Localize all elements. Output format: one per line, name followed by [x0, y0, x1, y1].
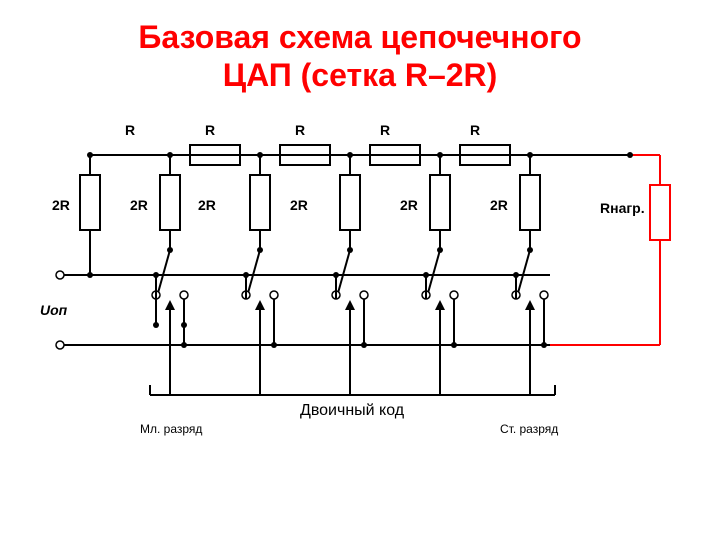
title-line-2: ЦАП (сетка R–2R) — [0, 56, 720, 94]
r-label-4: R — [470, 122, 480, 138]
twoR-label-5: 2R — [490, 197, 508, 213]
slide-title: Базовая схема цепочечного ЦАП (сетка R–2… — [0, 18, 720, 95]
r-label-0: R — [125, 122, 135, 138]
r2r-ladder-diagram: R R R R R 2R 2R 2R 2R 2R 2R Rнагр. — [0, 95, 720, 515]
twoR-label-4: 2R — [400, 197, 418, 213]
twoR-label-0: 2R — [52, 197, 70, 213]
binary-code-label: Двоичный код — [300, 402, 405, 419]
msb-label: Ст. разряд — [500, 422, 558, 436]
lsb-label: Мл. разряд — [140, 422, 202, 436]
twoR-label-1: 2R — [130, 197, 148, 213]
r-label-2: R — [295, 122, 305, 138]
rload-label: Rнагр. — [600, 200, 645, 216]
twoR-label-2: 2R — [198, 197, 216, 213]
r-label-1: R — [205, 122, 215, 138]
r-label-3: R — [380, 122, 390, 138]
uop-label: Uоп — [40, 302, 68, 318]
twoR-label-3: 2R — [290, 197, 308, 213]
title-line-1: Базовая схема цепочечного — [0, 18, 720, 56]
